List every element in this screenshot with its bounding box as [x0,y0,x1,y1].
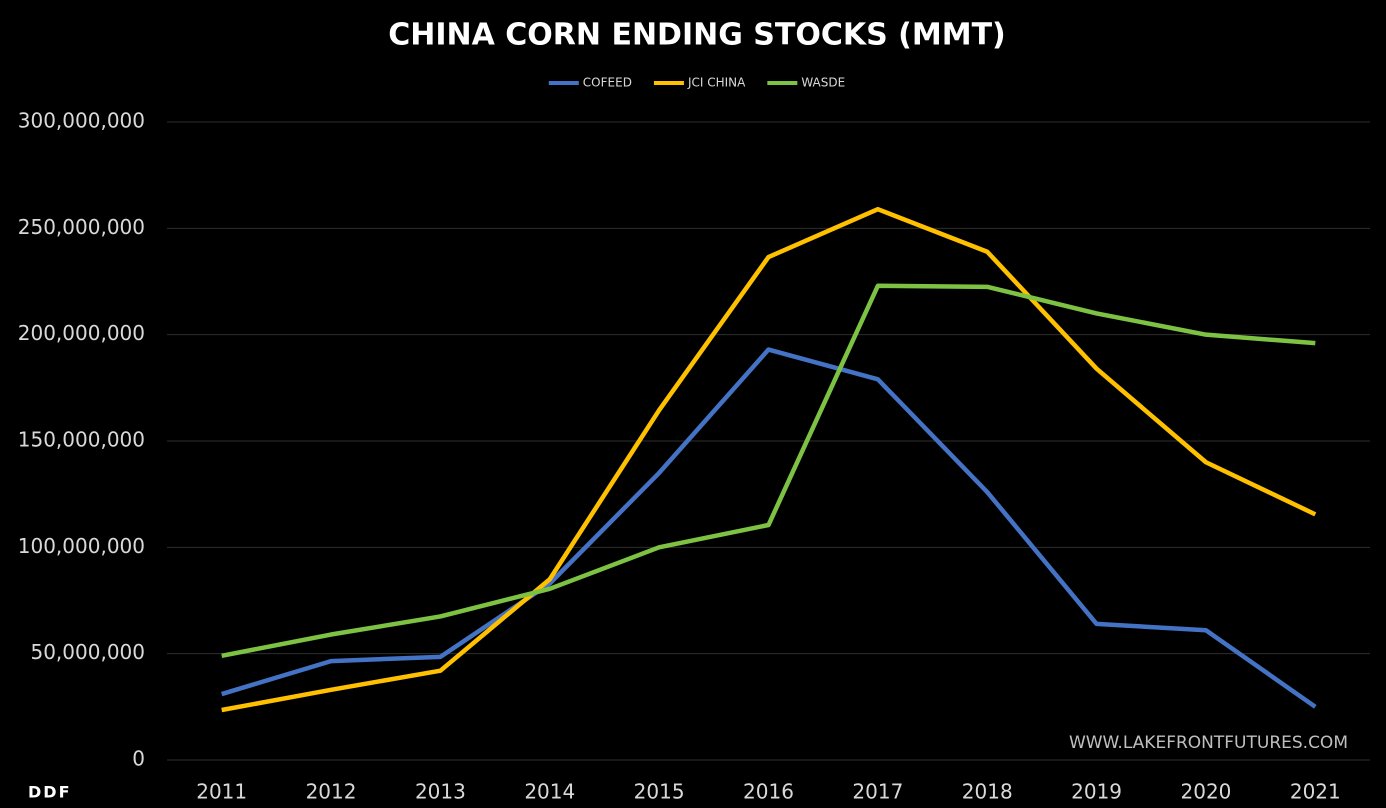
y-tick-label: 0 [132,747,145,771]
y-tick-label: 300,000,000 [18,109,145,133]
y-tick-label: 100,000,000 [18,534,145,558]
y-tick-label: 250,000,000 [18,215,145,239]
x-tick-label: 2015 [634,780,685,804]
y-tick-label: 50,000,000 [30,640,145,664]
x-tick-label: 2019 [1071,780,1122,804]
x-tick-label: 2016 [743,780,794,804]
y-tick-label: 150,000,000 [18,428,145,452]
legend-label: JCI CHINA [687,76,746,90]
x-tick-label: 2018 [962,780,1013,804]
x-tick-label: 2012 [306,780,357,804]
series-line [221,283,1316,659]
x-tick-label: 2020 [1181,780,1232,804]
x-tick-label: 2013 [415,780,466,804]
legend-label: WASDE [801,76,845,90]
series-line [221,347,1317,709]
y-tick-label: 200,000,000 [18,321,145,345]
legend-label: COFEED [583,76,632,90]
logo: DDF [28,783,72,802]
x-tick-label: 2021 [1290,780,1341,804]
x-tick-label: 2017 [852,780,903,804]
watermark: WWW.LAKEFRONTFUTURES.COM [1069,733,1348,753]
x-tick-label: 2011 [196,780,247,804]
chart-title: CHINA CORN ENDING STOCKS (MMT) [388,18,1006,53]
series-line [221,206,1317,713]
x-tick-label: 2014 [524,780,575,804]
